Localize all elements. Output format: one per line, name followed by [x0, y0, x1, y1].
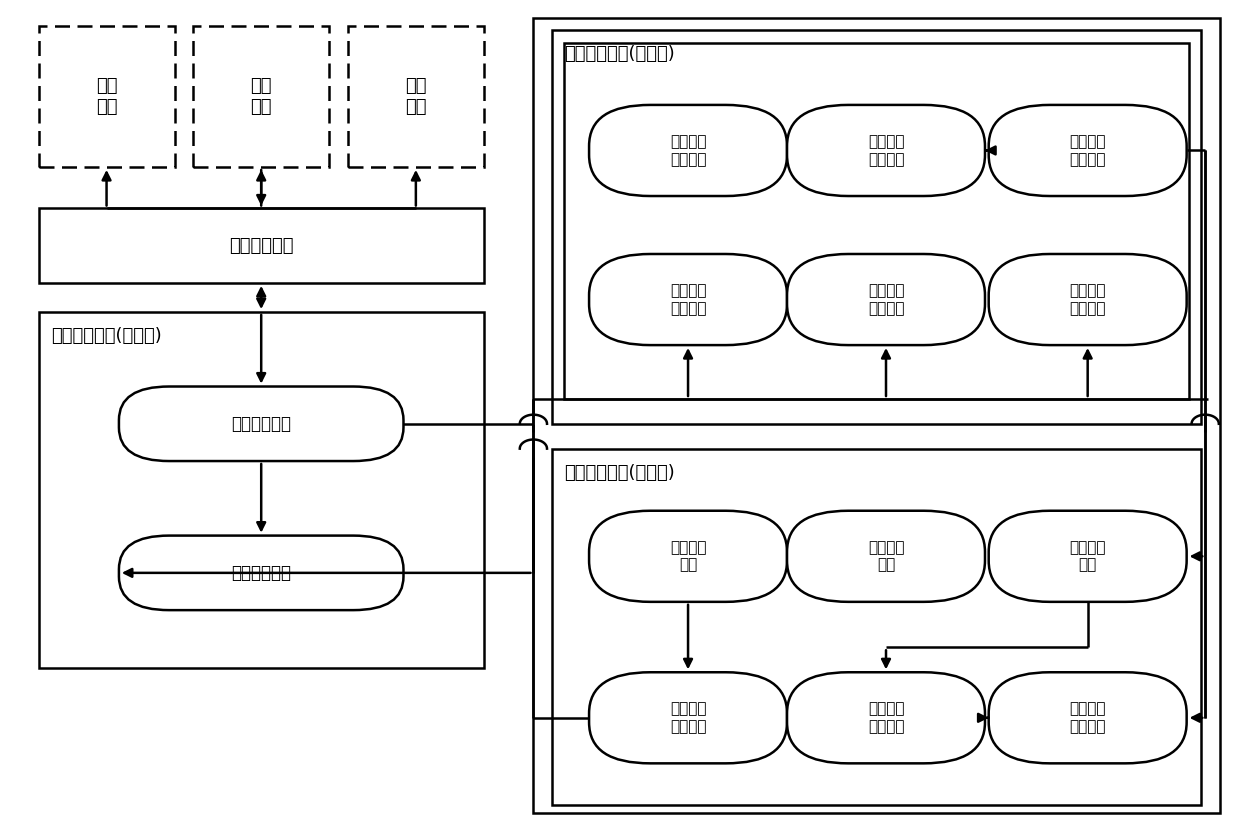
FancyBboxPatch shape: [589, 672, 787, 764]
Text: 报文记录
存储单元: 报文记录 存储单元: [670, 283, 707, 316]
FancyBboxPatch shape: [988, 511, 1187, 602]
Text: 试验信息
存储单元: 试验信息 存储单元: [1069, 283, 1106, 316]
Text: 接口转发模块: 接口转发模块: [229, 237, 294, 255]
FancyBboxPatch shape: [38, 27, 175, 167]
FancyBboxPatch shape: [564, 43, 1189, 399]
FancyBboxPatch shape: [119, 386, 403, 461]
FancyBboxPatch shape: [552, 449, 1202, 804]
Text: 机械
仗器: 机械 仗器: [405, 77, 427, 116]
Text: 版本信息
存储单元: 版本信息 存储单元: [670, 135, 707, 167]
FancyBboxPatch shape: [988, 105, 1187, 196]
FancyBboxPatch shape: [119, 536, 403, 610]
Text: 版本定义
单元: 版本定义 单元: [670, 540, 707, 573]
Text: 仗器信息
存储单元: 仗器信息 存储单元: [1069, 135, 1106, 167]
FancyBboxPatch shape: [787, 254, 985, 345]
Text: 数据存储模块(服务端): 数据存储模块(服务端): [564, 45, 675, 63]
Text: 监视控制模块(客户端): 监视控制模块(客户端): [564, 464, 675, 481]
Text: 试验报告
配置单元: 试验报告 配置单元: [1069, 701, 1106, 734]
Text: 数据处理模块(客户端): 数据处理模块(客户端): [51, 327, 161, 345]
Text: 协议定义
单元: 协议定义 单元: [868, 540, 904, 573]
FancyBboxPatch shape: [589, 105, 787, 196]
FancyBboxPatch shape: [552, 31, 1202, 424]
FancyBboxPatch shape: [193, 27, 330, 167]
FancyBboxPatch shape: [787, 672, 985, 764]
Text: 激光
终端: 激光 终端: [95, 77, 118, 116]
Text: 数据收发单元: 数据收发单元: [231, 415, 291, 433]
FancyBboxPatch shape: [347, 27, 484, 167]
FancyBboxPatch shape: [988, 672, 1187, 764]
Text: 试验流程
控制单元: 试验流程 控制单元: [868, 701, 904, 734]
FancyBboxPatch shape: [589, 511, 787, 602]
FancyBboxPatch shape: [38, 312, 484, 668]
FancyBboxPatch shape: [988, 254, 1187, 345]
Text: 仗器定义
单元: 仗器定义 单元: [1069, 540, 1106, 573]
FancyBboxPatch shape: [787, 511, 985, 602]
Text: 协议信息
存储单元: 协议信息 存储单元: [868, 135, 904, 167]
Text: 遥测遥控
配置单元: 遥测遥控 配置单元: [670, 701, 707, 734]
FancyBboxPatch shape: [533, 18, 1220, 813]
FancyBboxPatch shape: [787, 105, 985, 196]
Text: 仗器数据
存储单元: 仗器数据 存储单元: [868, 283, 904, 316]
FancyBboxPatch shape: [589, 254, 787, 345]
Text: 报文映射单元: 报文映射单元: [231, 564, 291, 582]
Text: 光电
仗器: 光电 仗器: [250, 77, 272, 116]
FancyBboxPatch shape: [38, 209, 484, 283]
